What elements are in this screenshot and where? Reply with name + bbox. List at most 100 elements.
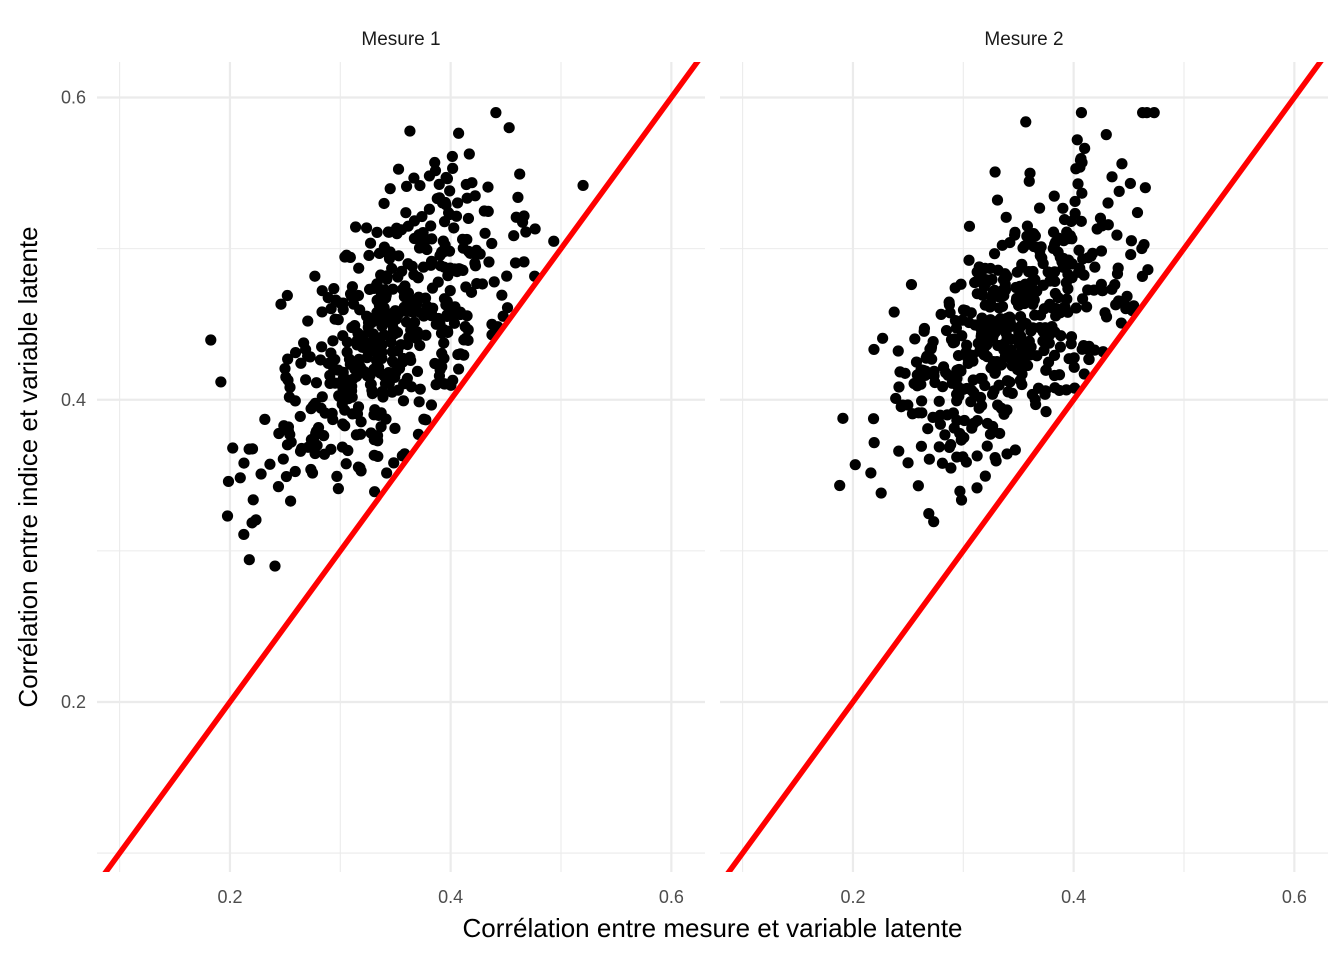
data-point [890, 392, 902, 405]
data-point [933, 395, 945, 407]
data-point [945, 439, 957, 451]
data-point [408, 330, 420, 342]
points-layer [205, 107, 589, 572]
data-point [1075, 107, 1088, 119]
data-point [902, 457, 914, 469]
data-point [364, 237, 377, 249]
facet-panel-2: Mesure 2 0.2 0.4 0.6 [720, 29, 1328, 907]
data-point [928, 516, 940, 528]
data-point [279, 363, 291, 375]
data-point [1030, 398, 1042, 411]
data-point [965, 396, 977, 408]
data-point [289, 465, 301, 478]
data-point [905, 278, 918, 291]
data-point [1026, 266, 1039, 278]
data-point [917, 364, 929, 376]
data-point [877, 332, 889, 344]
data-point [1112, 295, 1125, 307]
data-point [444, 208, 456, 221]
data-point [453, 363, 465, 375]
data-point [1137, 107, 1149, 119]
data-point [408, 172, 420, 184]
data-point [367, 328, 379, 340]
data-point [978, 315, 990, 327]
data-point [412, 271, 424, 284]
data-point [918, 325, 930, 337]
data-point [503, 122, 515, 134]
data-point [346, 391, 358, 403]
data-point [508, 230, 520, 242]
data-point [280, 371, 292, 383]
data-point [994, 339, 1006, 352]
data-point [371, 226, 383, 238]
data-point [1044, 298, 1056, 310]
data-point [461, 310, 473, 322]
data-point [215, 376, 227, 388]
data-point [221, 510, 234, 522]
data-point [294, 445, 307, 457]
data-point [490, 107, 502, 119]
x-tick-label: 0.2 [217, 887, 242, 907]
data-point [971, 414, 983, 427]
data-point [1148, 107, 1160, 119]
data-point [433, 370, 446, 382]
data-point [437, 235, 449, 247]
data-point [1015, 289, 1027, 301]
data-point [413, 396, 425, 408]
data-point [451, 197, 464, 209]
data-point [332, 314, 344, 326]
data-point [1109, 279, 1121, 291]
data-point [281, 289, 293, 302]
data-point [1102, 219, 1114, 231]
data-point [987, 355, 1000, 368]
x-tick-label: 0.6 [1282, 887, 1307, 907]
data-point [1023, 175, 1035, 187]
data-point [955, 494, 968, 506]
data-point [402, 220, 414, 232]
data-point [310, 427, 322, 439]
data-point [1111, 268, 1124, 280]
data-point [993, 314, 1005, 326]
data-point [1001, 448, 1013, 460]
data-point [1054, 341, 1066, 353]
data-point [1021, 359, 1034, 372]
data-point [1009, 229, 1021, 241]
data-point [1049, 238, 1061, 250]
y-axis-title: Corrélation entre indice et variable lat… [13, 226, 43, 707]
y-tick-label: 0.6 [61, 88, 86, 108]
x-tick-label: 0.2 [840, 887, 865, 907]
data-point [325, 347, 337, 359]
data-point [238, 528, 250, 541]
data-point [875, 487, 887, 499]
data-point [927, 411, 939, 424]
data-point [392, 163, 405, 175]
data-point [440, 199, 452, 211]
x-tick-label: 0.4 [438, 887, 463, 907]
data-point [1076, 187, 1088, 199]
data-point [936, 457, 949, 469]
data-point [205, 334, 217, 346]
reference-line [725, 62, 1324, 872]
data-point [942, 369, 954, 381]
data-point [514, 168, 526, 180]
data-point [333, 390, 345, 402]
data-point [302, 315, 314, 327]
data-point [255, 468, 267, 480]
data-point [934, 418, 947, 430]
data-point [966, 384, 978, 397]
data-point [272, 481, 285, 493]
data-point [442, 270, 454, 282]
data-point [888, 306, 900, 318]
data-point [926, 353, 938, 365]
data-point [1043, 330, 1055, 342]
data-point [264, 458, 276, 470]
data-point [447, 162, 459, 174]
data-point [330, 294, 342, 306]
data-point [349, 319, 361, 332]
data-point [992, 290, 1004, 303]
data-point [955, 434, 967, 446]
data-point [976, 372, 988, 385]
data-point [1057, 252, 1070, 265]
data-point [486, 237, 498, 250]
data-point [1039, 388, 1051, 400]
